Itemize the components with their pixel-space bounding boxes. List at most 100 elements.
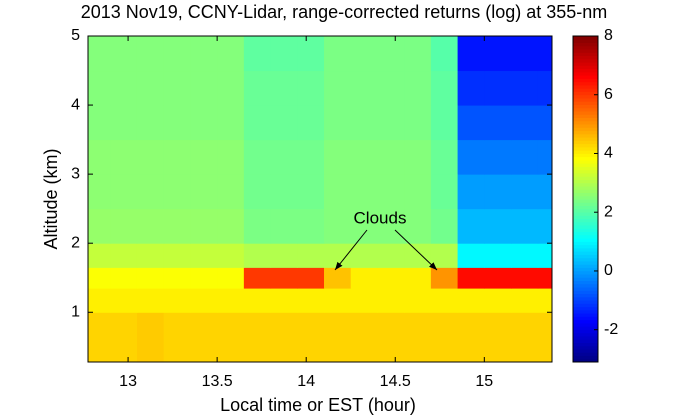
- heatmap-cell: [88, 70, 111, 106]
- heatmap-cell: [270, 267, 298, 289]
- heatmap-cell: [350, 70, 378, 106]
- heatmap-cell: [377, 243, 405, 268]
- heatmap-cell: [511, 174, 539, 210]
- heatmap-cell: [457, 139, 485, 175]
- heatmap-cell: [537, 208, 553, 244]
- heatmap-cell: [404, 208, 432, 244]
- heatmap-cell: [324, 288, 352, 313]
- heatmap-cell: [190, 288, 218, 313]
- heatmap-cell: [484, 312, 512, 363]
- colorbar-swatch: [573, 163, 598, 167]
- colorbar-swatch: [573, 127, 598, 132]
- heatmap-cell: [377, 36, 405, 72]
- colorbar-swatch: [573, 309, 598, 314]
- heatmap-cell: [324, 105, 352, 141]
- heatmap-cell: [136, 243, 165, 268]
- colorbar-tick-label: 0: [604, 262, 613, 279]
- heatmap-cell: [88, 267, 111, 289]
- heatmap-cell: [404, 312, 432, 363]
- heatmap-cell: [484, 36, 512, 72]
- colorbar-tick-label: 6: [604, 86, 613, 103]
- colorbar-swatch: [573, 215, 598, 220]
- heatmap-cell: [297, 139, 325, 175]
- colorbar-swatch: [573, 228, 598, 233]
- heatmap-cell: [88, 208, 111, 244]
- colorbar-swatch: [573, 244, 598, 249]
- colorbar-swatch: [573, 329, 598, 334]
- heatmap-cell: [511, 208, 539, 244]
- heatmap-cell: [163, 105, 191, 141]
- colorbar-swatch: [573, 58, 598, 63]
- heatmap-cell: [136, 105, 165, 141]
- heatmap-cell: [511, 312, 539, 363]
- heatmap-cell: [110, 70, 138, 106]
- colorbar-swatch: [573, 335, 598, 340]
- heatmap-cell: [88, 105, 111, 141]
- heatmap-cell: [217, 243, 245, 268]
- heatmap-cell: [537, 174, 553, 210]
- colorbar-swatch: [573, 91, 598, 96]
- heatmap-cell: [537, 267, 553, 289]
- heatmap-cell: [217, 208, 245, 244]
- colorbar-swatch: [573, 189, 598, 193]
- colorbar-swatch: [573, 241, 598, 246]
- heatmap-cell: [377, 208, 405, 244]
- heatmap-cell: [457, 174, 485, 210]
- colorbar-swatch: [573, 300, 598, 304]
- colorbar-swatch: [573, 316, 598, 321]
- heatmap-cell: [217, 36, 245, 72]
- heatmap-cell: [377, 139, 405, 175]
- colorbar-swatch: [573, 290, 598, 295]
- heatmap-cell: [377, 288, 405, 313]
- x-tick-label: 13.5: [202, 373, 233, 390]
- heatmap-cell: [88, 139, 111, 175]
- heatmap-cell: [243, 288, 272, 313]
- colorbar-swatch: [573, 202, 598, 207]
- colorbar-swatch: [573, 254, 598, 259]
- heatmap-cell: [270, 174, 298, 210]
- colorbar-swatch: [573, 322, 598, 327]
- colorbar-swatch: [573, 159, 598, 164]
- colorbar-swatch: [573, 172, 598, 177]
- heatmap-cell: [297, 36, 325, 72]
- colorbar-swatch: [573, 49, 598, 53]
- colorbar-swatch: [573, 218, 598, 223]
- heatmap-cell: [270, 105, 298, 141]
- heatmap-cell: [243, 243, 272, 268]
- heatmap-cell: [377, 105, 405, 141]
- x-tick-label: 14.5: [380, 373, 411, 390]
- colorbar-swatch: [573, 146, 598, 151]
- heatmap-cell: [537, 36, 553, 72]
- heatmap-cell: [163, 70, 191, 106]
- colorbar-swatch: [573, 342, 598, 347]
- colorbar-swatch: [573, 179, 598, 184]
- heatmap-cell: [350, 139, 378, 175]
- colorbar-swatch: [573, 358, 598, 363]
- colorbar-swatch: [573, 42, 598, 47]
- colorbar-swatch: [573, 182, 598, 187]
- colorbar-swatch: [573, 221, 598, 226]
- heatmap-cell: [136, 208, 165, 244]
- heatmap-cell: [350, 174, 378, 210]
- colorbar-swatch: [573, 273, 598, 278]
- colorbar-swatch: [573, 153, 598, 158]
- colorbar-swatch: [573, 287, 598, 291]
- heatmap-cell: [217, 288, 245, 313]
- colorbar-swatch: [573, 166, 598, 171]
- colorbar-swatch: [573, 110, 598, 115]
- heatmap-cell: [88, 312, 111, 363]
- heatmap-cell: [88, 288, 111, 313]
- heatmap-cell: [243, 312, 272, 363]
- y-tick-label: 3: [71, 165, 80, 182]
- colorbar-swatch: [573, 352, 598, 356]
- heatmap-cell: [404, 243, 432, 268]
- annotation: Clouds: [354, 208, 407, 227]
- heatmap-cell: [270, 70, 298, 106]
- colorbar-swatch: [573, 195, 598, 200]
- colorbar-swatch: [573, 176, 598, 180]
- arrow: [394, 229, 438, 271]
- heatmap-cell: [297, 174, 325, 210]
- colorbar-swatch: [573, 260, 598, 265]
- colorbar-swatch: [573, 71, 598, 76]
- heatmap-cell: [511, 243, 539, 268]
